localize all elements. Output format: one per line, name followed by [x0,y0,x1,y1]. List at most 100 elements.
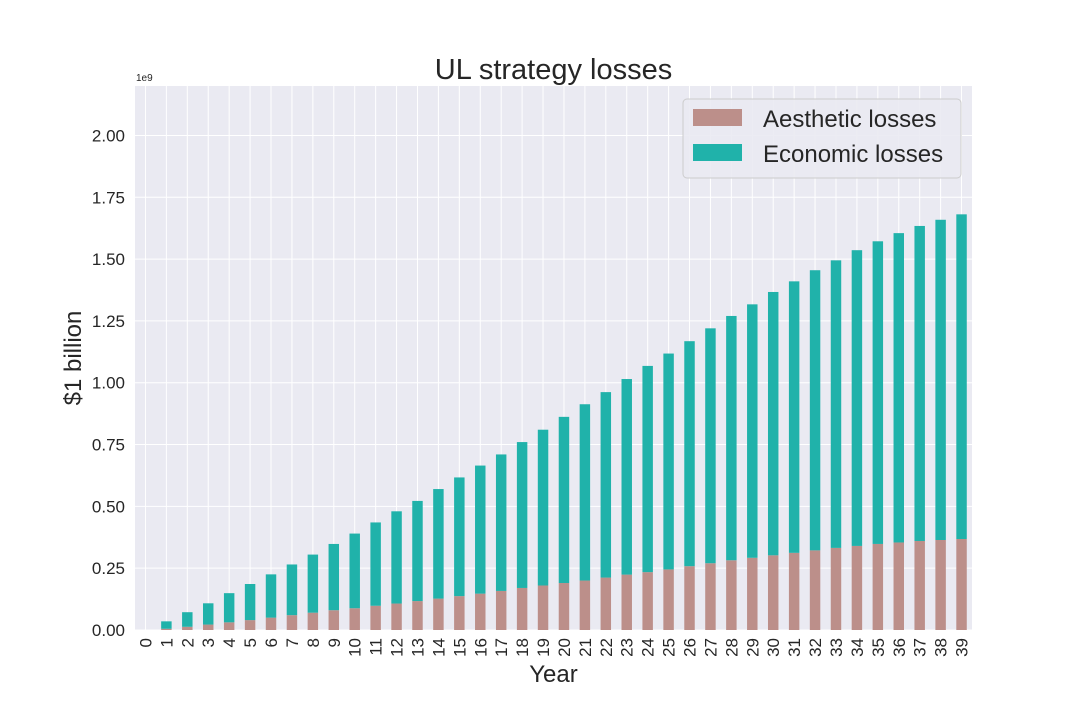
y-tick-labels: 0.00 0.25 0.50 0.75 1.00 1.25 1.50 1.75 2.00 [92,126,125,640]
bar-economic-37 [914,225,925,541]
bar-aesthetic-8 [307,612,319,630]
bar-aesthetic-21 [579,580,591,630]
bar-economic-3 [203,603,214,625]
bar-economic-22 [600,392,612,578]
legend-swatch-aesthetic [693,109,742,126]
bar-aesthetic-11 [370,605,381,630]
bar-aesthetic-28 [726,560,737,630]
x-tick-label: 39 [953,638,972,657]
bar-economic-15 [454,477,465,597]
x-tick-label: 27 [701,638,720,657]
bar-economic-11 [370,522,381,606]
bar-aesthetic-9 [328,610,340,630]
bar-economic-2 [182,612,193,627]
x-tick-labels: 0 1 2 3 4 5 6 7 8 9 10 11 12 13 14 15 16 17 18 19 20 21 22 23 24… [136,638,971,657]
bar-aesthetic-5 [244,620,256,630]
x-tick-label: 5 [241,638,260,647]
bar-aesthetic-39 [956,539,967,630]
bar-economic-1 [161,621,172,629]
y-tick-label: 1.50 [92,250,125,269]
bar-aesthetic-18 [516,587,528,630]
bar-economic-7 [286,564,298,616]
y-axis-offset-label: 1e9 [136,73,153,84]
bar-aesthetic-19 [537,585,549,630]
x-tick-label: 13 [408,638,427,657]
bar-aesthetic-15 [454,596,465,630]
bar-aesthetic-3 [203,624,214,630]
bar-economic-29 [747,304,758,558]
bar-economic-14 [433,489,444,599]
bar-aesthetic-6 [265,617,277,630]
bar-economic-8 [307,554,319,613]
bar-aesthetic-7 [286,615,298,630]
bar-aesthetic-2 [182,626,193,630]
legend-swatch-economic [693,144,742,161]
x-tick-label: 25 [660,638,679,657]
bar-aesthetic-17 [495,590,507,630]
x-tick-label: 12 [388,638,407,657]
bar-economic-36 [893,233,904,543]
bar-aesthetic-29 [747,557,758,630]
bar-economic-5 [244,584,256,621]
x-tick-label: 23 [618,638,637,657]
x-tick-label: 37 [911,638,930,657]
bar-economic-25 [663,353,674,570]
x-tick-label: 33 [827,638,846,657]
x-tick-label: 3 [199,638,218,647]
x-tick-label: 14 [429,638,448,657]
legend-label-aesthetic: Aesthetic losses [763,106,936,133]
bar-economic-33 [830,260,842,548]
bar-aesthetic-13 [412,601,423,630]
bar-economic-31 [788,281,800,553]
bar-aesthetic-34 [851,545,863,630]
y-axis-title: $1 billion [60,311,87,406]
y-tick-label: 1.00 [92,374,125,393]
x-tick-label: 31 [785,638,804,657]
bar-aesthetic-10 [349,608,360,630]
bar-economic-38 [935,219,946,540]
bar-aesthetic-27 [705,563,716,630]
bar-economic-34 [851,250,863,546]
x-tick-label: 1 [157,638,176,647]
bar-economic-30 [767,291,779,556]
x-tick-label: 15 [450,638,469,657]
x-tick-label: 18 [513,638,532,657]
legend: Aesthetic losses Economic losses [682,98,962,179]
x-tick-label: 19 [534,638,553,657]
bar-economic-28 [726,315,737,561]
bar-aesthetic-24 [642,572,653,630]
bar-aesthetic-30 [767,555,779,630]
bar-economic-16 [475,465,486,594]
bar-economic-13 [412,500,423,602]
bar-aesthetic-26 [684,566,695,630]
x-tick-label: 11 [367,638,386,656]
y-tick-label: 0.25 [92,559,125,578]
legend-box [682,98,962,179]
x-tick-label: 29 [743,638,762,657]
x-tick-label: 22 [597,638,616,657]
x-tick-label: 21 [576,638,595,657]
bar-aesthetic-32 [809,550,821,630]
x-tick-label: 4 [220,638,239,647]
bar-economic-18 [516,442,528,588]
y-tick-label: 2.00 [92,126,125,145]
x-tick-label: 16 [471,638,490,657]
bar-aesthetic-4 [223,622,235,630]
bar-economic-12 [391,511,402,604]
bar-economic-9 [328,543,340,611]
bar-economic-10 [349,533,360,609]
x-tick-label: 17 [492,638,511,657]
y-tick-label: 0.00 [92,621,125,640]
y-tick-label: 0.50 [92,497,125,516]
x-tick-label: 38 [932,638,951,657]
x-tick-label: 28 [722,638,741,657]
bar-aesthetic-20 [558,583,570,630]
chart-title: UL strategy losses [435,54,672,86]
bar-economic-19 [537,429,549,586]
x-tick-label: 30 [764,638,783,657]
x-tick-label: 10 [346,638,365,657]
legend-label-economic: Economic losses [763,141,943,168]
x-tick-label: 0 [136,638,155,647]
x-tick-label: 8 [304,638,323,647]
